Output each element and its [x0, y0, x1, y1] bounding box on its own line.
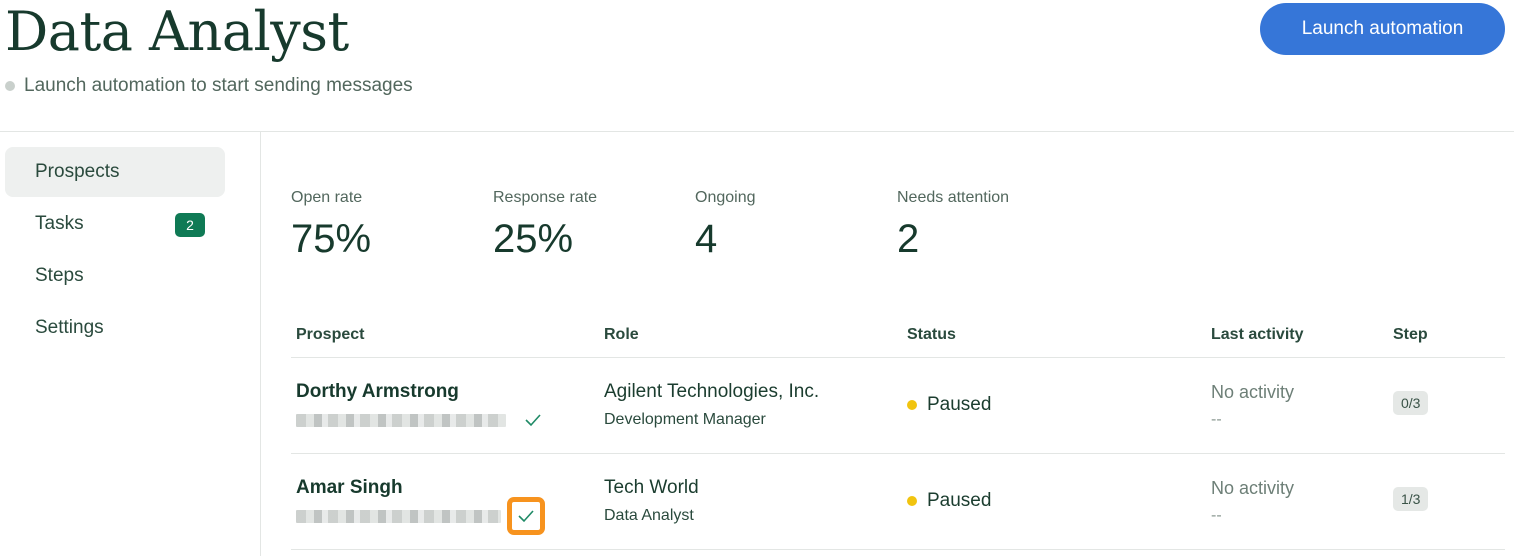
activity-text: No activity: [1211, 478, 1295, 498]
stat-label: Needs attention: [897, 189, 1010, 206]
stat-value: 2: [897, 217, 920, 261]
status-dot-icon: [5, 81, 15, 91]
check-icon: [520, 408, 546, 432]
table-row[interactable]: Dorthy Armstrong Agilent Technologies, I…: [291, 358, 1505, 454]
status-text: Paused: [927, 394, 992, 415]
role-cell: Tech World Data Analyst: [604, 476, 699, 527]
automation-status-text: Launch automation to start sending messa…: [24, 75, 413, 96]
automation-status: Launch automation to start sending messa…: [5, 74, 413, 98]
prospect-name[interactable]: Amar Singh: [296, 477, 403, 498]
check-icon[interactable]: [507, 497, 545, 535]
job-title: Development Manager: [604, 411, 766, 428]
stat-ongoing: Ongoing 4: [695, 187, 897, 267]
redacted-email: [296, 509, 501, 523]
launch-automation-button[interactable]: Launch automation: [1260, 3, 1505, 55]
column-header-prospect: Prospect: [296, 326, 365, 343]
page-title: Data Analyst: [5, 0, 349, 63]
prospect-cell: Amar Singh: [296, 476, 545, 535]
table-row[interactable]: Amar Singh Tech World Data Analyst Pause…: [291, 454, 1505, 550]
activity-text: No activity: [1211, 382, 1295, 402]
last-activity-cell: No activity --: [1211, 476, 1294, 527]
sidebar-item-label: Prospects: [35, 161, 120, 182]
status-cell: Paused: [907, 394, 991, 416]
stats-summary: Open rate 75% Response rate 25% Ongoing …: [291, 187, 1099, 267]
status-text: Paused: [927, 490, 992, 511]
column-header-step: Step: [1393, 326, 1428, 343]
column-header-status: Status: [907, 326, 956, 343]
paused-status-icon: [907, 400, 917, 410]
header-divider: [0, 131, 1514, 132]
step-badge: 1/3: [1393, 487, 1429, 511]
stat-response-rate: Response rate 25%: [493, 187, 695, 267]
stat-value: 25%: [493, 217, 574, 261]
stat-label: Ongoing: [695, 189, 756, 206]
stat-needs-attention: Needs attention 2: [897, 187, 1099, 267]
sidebar-item-label: Settings: [35, 317, 104, 338]
prospect-email: [296, 497, 545, 535]
step-cell: 1/3: [1393, 487, 1429, 511]
step-badge: 0/3: [1393, 391, 1429, 415]
column-header-role: Role: [604, 326, 639, 343]
step-cell: 0/3: [1393, 391, 1429, 415]
activity-date: --: [1211, 507, 1222, 524]
redacted-email: [296, 413, 506, 427]
stat-label: Open rate: [291, 189, 363, 206]
last-activity-cell: No activity --: [1211, 380, 1294, 431]
sidebar-nav: Prospects Tasks 2 Steps Settings: [5, 147, 225, 355]
sidebar-item-steps[interactable]: Steps: [5, 251, 225, 301]
status-cell: Paused: [907, 490, 991, 512]
stat-open-rate: Open rate 75%: [291, 187, 493, 267]
sidebar-item-tasks[interactable]: Tasks 2: [5, 199, 225, 249]
sidebar-divider: [260, 132, 261, 556]
sidebar-item-label: Tasks: [35, 213, 84, 234]
prospect-cell: Dorthy Armstrong: [296, 380, 546, 432]
prospect-email: [296, 408, 546, 432]
prospects-table: Prospect Role Status Last activity Step …: [291, 316, 1505, 550]
role-cell: Agilent Technologies, Inc. Development M…: [604, 380, 819, 431]
company-name: Tech World: [604, 477, 699, 498]
stat-value: 4: [695, 217, 718, 261]
stat-label: Response rate: [493, 189, 598, 206]
sidebar-item-label: Steps: [35, 265, 84, 286]
stat-value: 75%: [291, 217, 372, 261]
table-header: Prospect Role Status Last activity Step: [291, 316, 1505, 358]
column-header-last-activity: Last activity: [1211, 326, 1304, 343]
prospect-name[interactable]: Dorthy Armstrong: [296, 381, 459, 402]
paused-status-icon: [907, 496, 917, 506]
activity-date: --: [1211, 411, 1222, 428]
sidebar-item-settings[interactable]: Settings: [5, 303, 225, 353]
tasks-count-badge: 2: [175, 213, 205, 237]
job-title: Data Analyst: [604, 507, 694, 524]
sidebar-item-prospects[interactable]: Prospects: [5, 147, 225, 197]
company-name: Agilent Technologies, Inc.: [604, 381, 820, 402]
